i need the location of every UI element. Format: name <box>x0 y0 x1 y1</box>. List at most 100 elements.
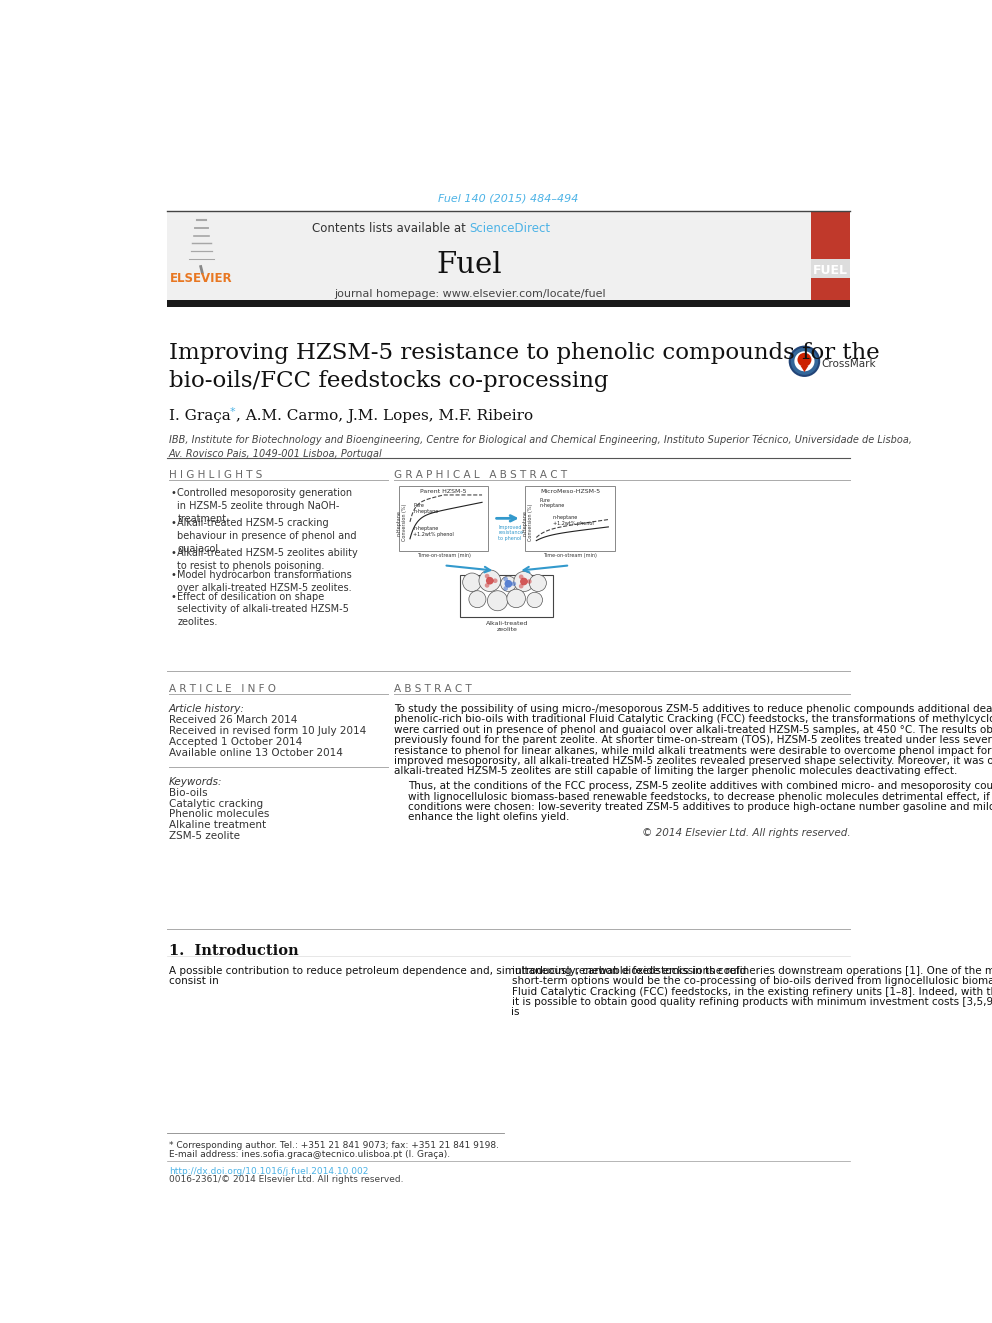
Text: were carried out in presence of phenol and guaiacol over alkali-treated HZSM-5 s: were carried out in presence of phenol a… <box>394 725 992 734</box>
Text: •: • <box>171 488 177 499</box>
Bar <box>460 574 554 617</box>
Circle shape <box>798 353 811 366</box>
Text: introducing renewable feedstocks in the refineries downstream operations [1]. On: introducing renewable feedstocks in the … <box>512 966 992 976</box>
Circle shape <box>503 586 508 591</box>
Text: Fuel: Fuel <box>436 251 503 279</box>
Text: ZSM-5 zeolite: ZSM-5 zeolite <box>169 831 240 841</box>
Text: Time-on-stream (min): Time-on-stream (min) <box>417 553 470 558</box>
Text: Thus, at the conditions of the FCC process, ZSM-5 zeolite additives with combine: Thus, at the conditions of the FCC proce… <box>408 782 992 791</box>
Circle shape <box>527 593 543 607</box>
Text: 1.  Introduction: 1. Introduction <box>169 945 299 958</box>
Text: 0016-2361/© 2014 Elsevier Ltd. All rights reserved.: 0016-2361/© 2014 Elsevier Ltd. All right… <box>169 1175 404 1184</box>
Text: Article history:: Article history: <box>169 704 245 714</box>
Circle shape <box>486 577 494 585</box>
Text: alkali-treated HZSM-5 zeolites are still capable of limiting the larger phenolic: alkali-treated HZSM-5 zeolites are still… <box>394 766 957 777</box>
Text: n-Heptane
Conversion (%): n-Heptane Conversion (%) <box>396 504 407 541</box>
Text: short-term options would be the co-processing of bio-oils derived from lignocell: short-term options would be the co-proce… <box>512 976 992 986</box>
Circle shape <box>507 589 526 607</box>
Text: resistance to phenol for linear alkanes, while mild alkali treatments were desir: resistance to phenol for linear alkanes,… <box>394 745 992 755</box>
Text: consist in: consist in <box>169 976 218 986</box>
Text: conditions were chosen: low-severity treated ZSM-5 additives to produce high-oct: conditions were chosen: low-severity tre… <box>408 802 992 812</box>
Text: Available online 13 October 2014: Available online 13 October 2014 <box>169 747 343 758</box>
Text: Accepted 1 October 2014: Accepted 1 October 2014 <box>169 737 303 747</box>
Text: is: is <box>512 1007 520 1017</box>
Text: E-mail address: ines.sofia.graca@tecnico.ulisboa.pt (I. Graça).: E-mail address: ines.sofia.graca@tecnico… <box>169 1150 450 1159</box>
Bar <box>399 486 488 552</box>
Text: CrossMark: CrossMark <box>821 359 876 369</box>
Text: Effect of desilication on shape
selectivity of alkali-treated HZSM-5
zeolites.: Effect of desilication on shape selectiv… <box>178 591 349 627</box>
Bar <box>811 212 850 302</box>
Circle shape <box>503 577 508 581</box>
Circle shape <box>493 578 498 583</box>
Circle shape <box>479 570 501 591</box>
Text: Improved
resistance
to phenol: Improved resistance to phenol <box>498 524 524 541</box>
Text: © 2014 Elsevier Ltd. All rights reserved.: © 2014 Elsevier Ltd. All rights reserved… <box>642 827 850 837</box>
Text: n-heptane
+1.2wt% phenol: n-heptane +1.2wt% phenol <box>553 515 593 527</box>
Text: Alkali-treated
zeolite: Alkali-treated zeolite <box>486 620 528 632</box>
Text: *: * <box>229 406 235 417</box>
Circle shape <box>512 582 516 586</box>
Circle shape <box>462 573 481 591</box>
Text: improved mesoporosity, all alkali-treated HZSM-5 zeolites revealed preserved sha: improved mesoporosity, all alkali-treate… <box>394 755 992 766</box>
Text: Time-on-stream (min): Time-on-stream (min) <box>543 553 597 558</box>
Text: ELSEVIER: ELSEVIER <box>171 271 233 284</box>
Text: A B S T R A C T: A B S T R A C T <box>394 684 471 693</box>
Text: G R A P H I C A L   A B S T R A C T: G R A P H I C A L A B S T R A C T <box>394 470 566 480</box>
Text: phenolic-rich bio-oils with traditional Fluid Catalytic Cracking (FCC) feedstock: phenolic-rich bio-oils with traditional … <box>394 714 992 724</box>
Text: I. Graça: I. Graça <box>169 409 235 423</box>
Text: IBB, Institute for Biotechnology and Bioengineering, Centre for Biological and C: IBB, Institute for Biotechnology and Bio… <box>169 434 912 459</box>
Circle shape <box>501 576 516 591</box>
Text: Model hydrocarbon transformations
over alkali-treated HZSM-5 zeolites.: Model hydrocarbon transformations over a… <box>178 570 352 593</box>
Bar <box>526 486 615 552</box>
Bar <box>811 259 850 278</box>
Circle shape <box>485 574 489 578</box>
Text: •: • <box>171 548 177 558</box>
Text: A possible contribution to reduce petroleum dependence and, simultaneously, carb: A possible contribution to reduce petrol… <box>169 966 746 976</box>
Text: Fuel 140 (2015) 484–494: Fuel 140 (2015) 484–494 <box>438 193 578 204</box>
Text: n-Heptane
Conversion (%): n-Heptane Conversion (%) <box>523 504 533 541</box>
Text: H I G H L I G H T S: H I G H L I G H T S <box>169 470 262 480</box>
Circle shape <box>520 578 528 585</box>
Circle shape <box>530 574 547 591</box>
Text: * Corresponding author. Tel.: +351 21 841 9073; fax: +351 21 841 9198.: * Corresponding author. Tel.: +351 21 84… <box>169 1140 499 1150</box>
Text: MicroMeso-HZSM-5: MicroMeso-HZSM-5 <box>540 490 600 493</box>
Text: •: • <box>171 591 177 602</box>
Polygon shape <box>801 366 808 372</box>
Circle shape <box>519 583 524 589</box>
Text: Bio-oils: Bio-oils <box>169 789 207 798</box>
Circle shape <box>485 583 489 587</box>
Circle shape <box>790 347 819 376</box>
Text: Alkaline treatment: Alkaline treatment <box>169 820 266 831</box>
Text: Received 26 March 2014: Received 26 March 2014 <box>169 716 298 725</box>
Text: http://dx.doi.org/10.1016/j.fuel.2014.10.002: http://dx.doi.org/10.1016/j.fuel.2014.10… <box>169 1167 368 1176</box>
Text: ScienceDirect: ScienceDirect <box>469 221 551 234</box>
Text: •: • <box>171 519 177 528</box>
Text: it is possible to obtain good quality refining products with minimum investment : it is possible to obtain good quality re… <box>512 998 992 1007</box>
Text: Improving HZSM-5 resistance to phenolic compounds for the
bio-oils/FCC feedstock: Improving HZSM-5 resistance to phenolic … <box>169 343 880 392</box>
Text: Contents lists available at: Contents lists available at <box>312 221 469 234</box>
Circle shape <box>795 352 814 372</box>
Text: Received in revised form 10 July 2014: Received in revised form 10 July 2014 <box>169 726 366 737</box>
Text: Fluid Catalytic Cracking (FCC) feedstocks, in the existing refinery units [1–8].: Fluid Catalytic Cracking (FCC) feedstock… <box>512 987 992 996</box>
Text: To study the possibility of using micro-/mesoporous ZSM-5 additives to reduce ph: To study the possibility of using micro-… <box>394 704 992 714</box>
Text: •: • <box>171 570 177 579</box>
Text: Alkali-treated HZSM-5 cracking
behaviour in presence of phenol and
guaiacol.: Alkali-treated HZSM-5 cracking behaviour… <box>178 519 357 554</box>
Circle shape <box>487 591 508 611</box>
Text: Pure
n-heptane: Pure n-heptane <box>413 503 438 513</box>
Bar <box>167 212 811 302</box>
Text: Phenolic molecules: Phenolic molecules <box>169 810 269 819</box>
Text: journal homepage: www.elsevier.com/locate/fuel: journal homepage: www.elsevier.com/locat… <box>334 288 605 299</box>
Text: FUEL: FUEL <box>813 263 848 277</box>
Text: enhance the light olefins yield.: enhance the light olefins yield. <box>408 812 569 823</box>
Bar <box>167 300 850 307</box>
Circle shape <box>469 591 486 607</box>
Circle shape <box>519 574 524 579</box>
Text: n-heptane
+1.2wt% phenol: n-heptane +1.2wt% phenol <box>413 527 453 537</box>
Circle shape <box>527 579 532 583</box>
Text: A R T I C L E   I N F O: A R T I C L E I N F O <box>169 684 276 693</box>
Text: , A.M. Carmo, J.M. Lopes, M.F. Ribeiro: , A.M. Carmo, J.M. Lopes, M.F. Ribeiro <box>236 409 533 423</box>
Text: with lignocellulosic biomass-based renewable feedstocks, to decrease phenolic mo: with lignocellulosic biomass-based renew… <box>408 791 992 802</box>
Text: Pure
n-heptane: Pure n-heptane <box>540 497 564 508</box>
Circle shape <box>505 579 512 587</box>
Text: previously found for the parent zeolite. At shorter time-on-stream (TOS), HZSM-5: previously found for the parent zeolite.… <box>394 736 992 745</box>
